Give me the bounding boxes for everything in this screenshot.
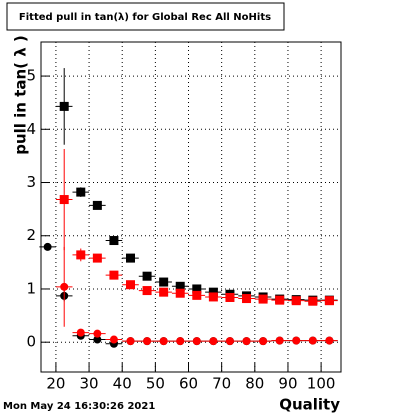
x-tick-label: 80 xyxy=(245,375,264,393)
marker xyxy=(208,292,218,302)
marker xyxy=(60,282,69,291)
marker xyxy=(76,328,85,337)
x-tick-label: 70 xyxy=(212,375,231,393)
x-tick-label: 60 xyxy=(179,375,198,393)
y-tick-label: 5 xyxy=(26,67,36,85)
marker xyxy=(192,290,202,300)
x-tick-label: 30 xyxy=(80,375,99,393)
marker xyxy=(225,337,234,346)
marker xyxy=(275,336,284,345)
marker xyxy=(159,287,169,297)
marker xyxy=(109,270,119,280)
marker xyxy=(308,336,317,345)
y-tick-label: 3 xyxy=(26,173,36,191)
timestamp: Mon May 24 16:30:26 2021 xyxy=(3,401,155,412)
marker xyxy=(176,337,185,346)
y-tick-label: 0 xyxy=(26,333,36,351)
marker xyxy=(93,335,102,344)
marker xyxy=(76,187,86,197)
marker xyxy=(292,336,301,345)
x-tick-label: 90 xyxy=(278,375,297,393)
marker xyxy=(142,271,152,281)
marker xyxy=(159,277,169,287)
marker xyxy=(109,236,119,246)
y-tick-label: 2 xyxy=(26,226,36,244)
marker xyxy=(192,284,202,294)
y-tick-label: 4 xyxy=(26,120,36,138)
marker xyxy=(142,286,152,296)
marker xyxy=(258,294,268,304)
marker xyxy=(59,101,69,111)
marker xyxy=(126,337,135,346)
marker xyxy=(126,253,136,263)
marker xyxy=(92,200,102,210)
x-tick-label: 50 xyxy=(146,375,165,393)
title-box xyxy=(6,2,285,31)
marker xyxy=(325,336,334,345)
marker xyxy=(192,337,201,346)
x-tick-label: 100 xyxy=(307,375,336,393)
marker xyxy=(59,195,69,205)
marker xyxy=(242,294,252,304)
chart-title: Fitted pull in tan(λ) for Global Rec All… xyxy=(19,12,271,23)
x-tick-label: 40 xyxy=(113,375,132,393)
marker xyxy=(92,253,102,263)
y-tick-label: 1 xyxy=(26,279,36,297)
marker xyxy=(175,288,185,298)
x-axis-label: Quality xyxy=(279,396,340,414)
y-axis-label: pull in tan( λ ) xyxy=(12,35,30,155)
x-tick-label: 20 xyxy=(46,375,65,393)
marker xyxy=(175,281,185,291)
marker xyxy=(275,295,285,305)
marker xyxy=(93,329,102,338)
marker xyxy=(143,337,152,346)
marker xyxy=(308,296,318,306)
marker xyxy=(109,335,118,344)
marker xyxy=(76,250,86,260)
marker xyxy=(324,296,334,306)
marker xyxy=(209,337,218,346)
marker xyxy=(208,287,218,297)
marker xyxy=(126,280,136,290)
marker xyxy=(242,337,251,346)
marker xyxy=(159,337,168,346)
marker xyxy=(43,242,52,251)
marker xyxy=(259,337,268,346)
marker xyxy=(291,296,301,306)
plot-frame xyxy=(40,41,342,373)
marker xyxy=(225,292,235,302)
